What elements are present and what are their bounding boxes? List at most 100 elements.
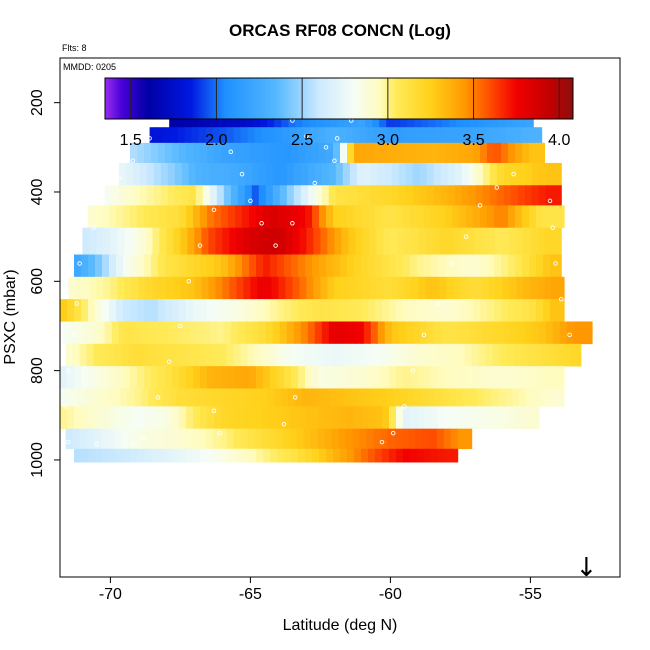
heatmap-cell	[151, 142, 159, 164]
heatmap-cell	[373, 127, 382, 144]
heatmap-cell	[453, 276, 461, 300]
heatmap-cell	[186, 299, 194, 322]
heatmap-cell	[439, 276, 447, 300]
heatmap-cell	[151, 254, 159, 278]
heatmap-cell	[461, 185, 470, 206]
heatmap-cell	[474, 276, 482, 300]
heatmap-cell	[404, 227, 412, 255]
heatmap-cell	[468, 162, 477, 186]
heatmap-cell	[412, 185, 421, 206]
heatmap-cell	[110, 227, 118, 255]
plot-frame	[59, 57, 621, 578]
heatmap-cell	[359, 428, 368, 450]
heatmap-cell	[160, 321, 169, 345]
heatmap-cell	[445, 406, 453, 429]
heatmap-cell	[484, 388, 492, 407]
heatmap-cell	[459, 299, 467, 322]
heatmap-cell	[249, 406, 257, 429]
heatmap-cell	[274, 388, 282, 407]
heatmap-cell	[214, 448, 222, 463]
heatmap-cell	[403, 448, 411, 463]
heatmap-cell	[487, 299, 495, 322]
heatmap-cell	[207, 406, 215, 429]
heatmap-cell	[228, 254, 236, 278]
heatmap-cell	[499, 127, 508, 144]
heatmap-cell	[263, 142, 271, 164]
heatmap-cell	[487, 142, 495, 164]
heatmap-cell	[323, 388, 331, 407]
heatmap-cell	[204, 388, 212, 407]
heatmap-cell	[291, 299, 299, 322]
heatmap-cell	[358, 388, 366, 407]
heatmap-cell	[545, 162, 554, 186]
heatmap-cell	[226, 343, 235, 367]
heatmap-cell	[438, 448, 446, 463]
heatmap-cell	[355, 227, 363, 255]
heatmap-cell	[559, 185, 562, 206]
heatmap-cell	[320, 227, 328, 255]
heatmap-cell	[214, 406, 222, 429]
heatmap-cell	[104, 185, 113, 206]
heatmap-cell	[387, 428, 396, 450]
heatmap-cell	[286, 162, 295, 186]
heatmap-cell	[205, 343, 214, 367]
heatmap-cell	[496, 185, 505, 206]
heatmap-cell	[489, 162, 498, 186]
heatmap-cell	[464, 343, 473, 367]
heatmap-cell	[559, 162, 562, 186]
heatmap-cell	[468, 185, 477, 206]
heatmap-cell	[79, 343, 88, 367]
heatmap-cell	[403, 299, 411, 322]
heatmap-cell	[67, 406, 75, 429]
heatmap-cell	[361, 205, 369, 229]
heatmap-cell	[225, 388, 233, 407]
heatmap-cell	[95, 448, 103, 463]
heatmap-cell	[394, 343, 403, 367]
heatmap-cell	[158, 366, 166, 389]
heatmap-cell	[320, 276, 328, 300]
heatmap-cell	[340, 142, 348, 164]
heatmap-cell	[419, 185, 428, 206]
heatmap-cell	[424, 205, 432, 229]
heatmap-cell	[510, 162, 519, 186]
track-point	[77, 261, 82, 266]
heatmap-cell	[387, 127, 396, 144]
heatmap-cell	[275, 343, 284, 367]
heatmap-cell	[298, 142, 306, 164]
heatmap-cell	[467, 276, 475, 300]
heatmap-cell	[487, 406, 495, 429]
heatmap-cell	[216, 162, 225, 186]
heatmap-cell	[88, 254, 96, 278]
heatmap-cell	[426, 185, 435, 206]
heatmap-cell	[298, 448, 306, 463]
heatmap-cell	[501, 205, 509, 229]
heatmap-cell	[305, 299, 313, 322]
heatmap-cell	[471, 343, 480, 367]
heatmap-cell	[202, 185, 211, 206]
heatmap-cell	[368, 254, 376, 278]
heatmap-cell	[368, 406, 376, 429]
heatmap-cell	[379, 388, 387, 407]
heatmap-cell	[328, 185, 337, 206]
heatmap-cell	[242, 448, 250, 463]
heatmap-cell	[163, 343, 172, 367]
heatmap-cell	[169, 388, 177, 407]
heatmap-cell	[515, 254, 523, 278]
heatmap-cell	[247, 343, 256, 367]
heatmap-cell	[277, 142, 285, 164]
colorbar-gradient	[105, 78, 573, 119]
heatmap-cell	[240, 428, 249, 450]
heatmap-cell	[86, 343, 95, 367]
colorbar-frame	[104, 77, 574, 120]
heatmap-cell	[107, 343, 116, 367]
heatmap-cell	[536, 366, 544, 389]
heatmap-cell	[470, 388, 478, 407]
heatmap-cell	[103, 227, 111, 255]
heatmap-cell	[131, 227, 139, 255]
heatmap-cell	[162, 388, 170, 407]
heatmap-cell	[387, 343, 396, 367]
heatmap-cell	[403, 366, 411, 389]
heatmap-cell	[130, 366, 138, 389]
track-point	[463, 234, 469, 239]
heatmap-cell	[114, 428, 123, 450]
